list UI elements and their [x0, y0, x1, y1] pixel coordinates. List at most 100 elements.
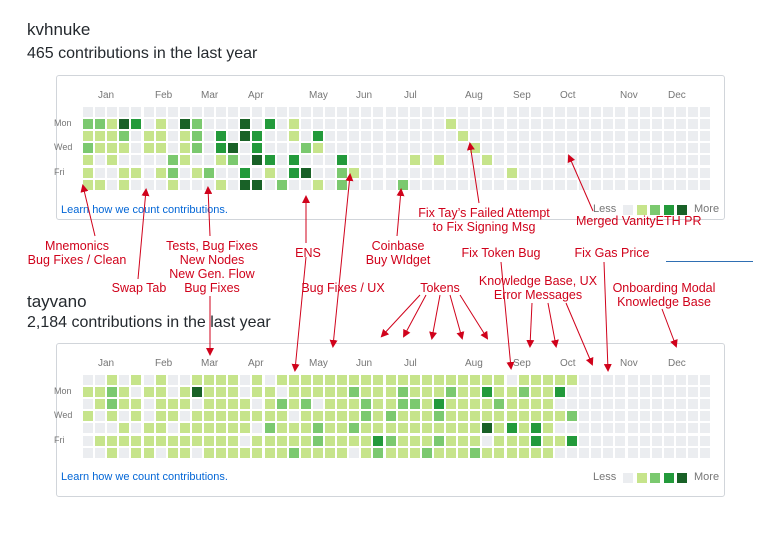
- contribution-day[interactable]: [458, 423, 469, 434]
- contribution-day[interactable]: [373, 447, 384, 458]
- contribution-day[interactable]: [216, 107, 227, 117]
- contribution-day[interactable]: [385, 107, 396, 117]
- contribution-day[interactable]: [83, 131, 93, 142]
- contribution-day[interactable]: [567, 119, 577, 130]
- contribution-day[interactable]: [167, 167, 178, 178]
- contribution-day[interactable]: [688, 155, 698, 166]
- contribution-day[interactable]: [591, 399, 602, 410]
- contribution-day[interactable]: [300, 107, 311, 117]
- contribution-day[interactable]: [191, 131, 202, 142]
- contribution-day[interactable]: [300, 375, 311, 385]
- contribution-day[interactable]: [204, 143, 214, 154]
- contribution-day[interactable]: [191, 179, 202, 190]
- contribution-day[interactable]: [276, 143, 287, 154]
- contribution-day[interactable]: [591, 167, 602, 178]
- contribution-day[interactable]: [506, 387, 517, 398]
- contribution-day[interactable]: [700, 423, 711, 434]
- contribution-day[interactable]: [252, 423, 263, 434]
- contribution-day[interactable]: [131, 155, 142, 166]
- contribution-day[interactable]: [433, 375, 444, 385]
- contribution-day[interactable]: [143, 435, 154, 446]
- contribution-day[interactable]: [83, 143, 93, 154]
- contribution-day[interactable]: [95, 143, 106, 154]
- contribution-day[interactable]: [107, 155, 118, 166]
- contribution-day[interactable]: [276, 119, 287, 130]
- contribution-day[interactable]: [530, 155, 541, 166]
- contribution-day[interactable]: [264, 107, 275, 117]
- contribution-day[interactable]: [470, 131, 481, 142]
- contribution-day[interactable]: [155, 143, 166, 154]
- contribution-day[interactable]: [470, 167, 481, 178]
- contribution-day[interactable]: [119, 375, 130, 385]
- contribution-day[interactable]: [482, 131, 493, 142]
- contribution-day[interactable]: [409, 411, 420, 422]
- contribution-day[interactable]: [361, 143, 372, 154]
- contribution-day[interactable]: [688, 399, 698, 410]
- contribution-day[interactable]: [470, 375, 481, 385]
- contribution-day[interactable]: [167, 435, 178, 446]
- contribution-day[interactable]: [276, 179, 287, 190]
- contribution-day[interactable]: [119, 411, 130, 422]
- contribution-day[interactable]: [216, 387, 227, 398]
- contribution-day[interactable]: [107, 411, 118, 422]
- contribution-day[interactable]: [506, 447, 517, 458]
- contribution-day[interactable]: [567, 447, 577, 458]
- contribution-day[interactable]: [252, 399, 263, 410]
- contribution-day[interactable]: [554, 423, 565, 434]
- contribution-day[interactable]: [312, 155, 323, 166]
- contribution-day[interactable]: [312, 143, 323, 154]
- contribution-day[interactable]: [385, 131, 396, 142]
- learn-link-2[interactable]: Learn how we count contributions.: [61, 471, 228, 483]
- contribution-day[interactable]: [155, 447, 166, 458]
- contribution-day[interactable]: [627, 107, 638, 117]
- contribution-day[interactable]: [204, 155, 214, 166]
- contribution-day[interactable]: [591, 131, 602, 142]
- contribution-day[interactable]: [433, 155, 444, 166]
- contribution-day[interactable]: [506, 155, 517, 166]
- contribution-day[interactable]: [494, 179, 505, 190]
- contribution-day[interactable]: [131, 119, 142, 130]
- contribution-day[interactable]: [615, 143, 626, 154]
- contribution-day[interactable]: [663, 435, 674, 446]
- contribution-day[interactable]: [663, 447, 674, 458]
- contribution-day[interactable]: [518, 411, 529, 422]
- contribution-day[interactable]: [179, 155, 190, 166]
- contribution-day[interactable]: [325, 375, 335, 385]
- contribution-day[interactable]: [385, 447, 396, 458]
- contribution-day[interactable]: [216, 167, 227, 178]
- contribution-day[interactable]: [131, 399, 142, 410]
- contribution-day[interactable]: [252, 375, 263, 385]
- contribution-day[interactable]: [446, 411, 456, 422]
- contribution-day[interactable]: [700, 435, 711, 446]
- contribution-day[interactable]: [494, 423, 505, 434]
- contribution-day[interactable]: [397, 423, 408, 434]
- contribution-day[interactable]: [337, 179, 348, 190]
- contribution-day[interactable]: [530, 411, 541, 422]
- contribution-day[interactable]: [204, 119, 214, 130]
- contribution-day[interactable]: [675, 447, 686, 458]
- contribution-day[interactable]: [421, 375, 432, 385]
- contribution-day[interactable]: [639, 435, 650, 446]
- contribution-day[interactable]: [204, 435, 214, 446]
- contribution-day[interactable]: [675, 399, 686, 410]
- contribution-day[interactable]: [627, 179, 638, 190]
- contribution-day[interactable]: [446, 131, 456, 142]
- contribution-day[interactable]: [83, 423, 93, 434]
- contribution-day[interactable]: [83, 387, 93, 398]
- contribution-day[interactable]: [191, 375, 202, 385]
- contribution-day[interactable]: [204, 399, 214, 410]
- contribution-day[interactable]: [470, 399, 481, 410]
- contribution-day[interactable]: [349, 423, 360, 434]
- contribution-day[interactable]: [688, 447, 698, 458]
- contribution-day[interactable]: [433, 423, 444, 434]
- contribution-day[interactable]: [554, 167, 565, 178]
- contribution-day[interactable]: [494, 167, 505, 178]
- contribution-day[interactable]: [240, 155, 251, 166]
- contribution-day[interactable]: [337, 387, 348, 398]
- contribution-day[interactable]: [264, 179, 275, 190]
- contribution-day[interactable]: [603, 423, 614, 434]
- contribution-day[interactable]: [179, 399, 190, 410]
- contribution-day[interactable]: [591, 155, 602, 166]
- contribution-day[interactable]: [542, 411, 553, 422]
- contribution-day[interactable]: [518, 179, 529, 190]
